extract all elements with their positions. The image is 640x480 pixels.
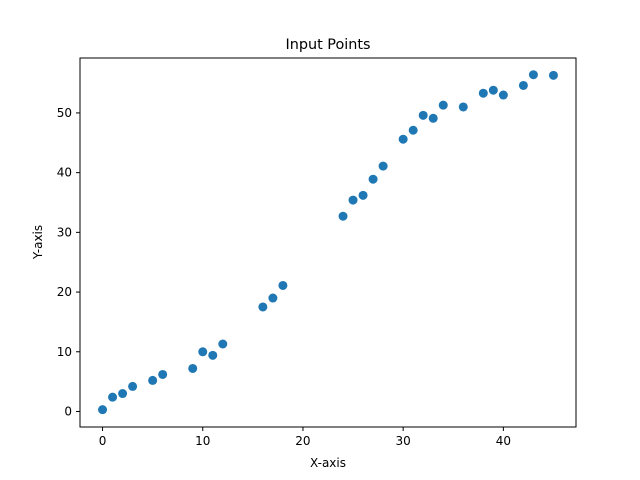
data-point [548,70,558,80]
data-point [458,102,468,112]
data-point [218,339,228,349]
y-tick-label: 0 [64,404,72,418]
data-point [358,190,368,200]
data-point [518,80,528,90]
x-axis-label: X-axis [310,456,346,470]
x-tick-label: 10 [195,434,210,448]
data-point [438,100,448,110]
data-point [118,389,128,399]
data-point [158,369,168,379]
data-point [208,350,218,360]
y-tick-label: 50 [57,106,72,120]
data-point [268,293,278,303]
data-point [408,125,418,135]
points-layer [98,70,558,415]
data-point [368,174,378,184]
y-axis-label: Y-axis [31,225,45,260]
y-tick-label: 20 [57,285,72,299]
data-point [198,347,208,357]
data-point [378,161,388,171]
x-tick-label: 0 [99,434,107,448]
x-ticks: 0 10 20 30 40 [99,427,511,448]
plot-area-frame [79,57,577,428]
chart-title: Input Points [285,37,370,53]
data-point [528,70,538,80]
data-point [278,280,288,290]
data-point [428,113,438,123]
y-tick-label: 30 [57,225,72,239]
data-point [398,134,408,144]
x-tick-label: 20 [295,434,310,448]
y-tick-label: 40 [57,166,72,180]
data-point [258,302,268,312]
data-point [498,90,508,100]
data-point [418,110,428,120]
data-point [338,211,348,221]
data-point [108,392,118,402]
data-point [98,405,108,415]
data-point [488,85,498,95]
x-tick-label: 40 [496,434,511,448]
x-tick-label: 30 [396,434,411,448]
data-point [148,375,158,385]
data-point [188,363,198,373]
y-tick-label: 10 [57,345,72,359]
data-point [128,381,138,391]
data-point [478,88,488,98]
data-point [348,195,358,205]
y-ticks: 0 10 20 30 40 50 [57,106,80,418]
